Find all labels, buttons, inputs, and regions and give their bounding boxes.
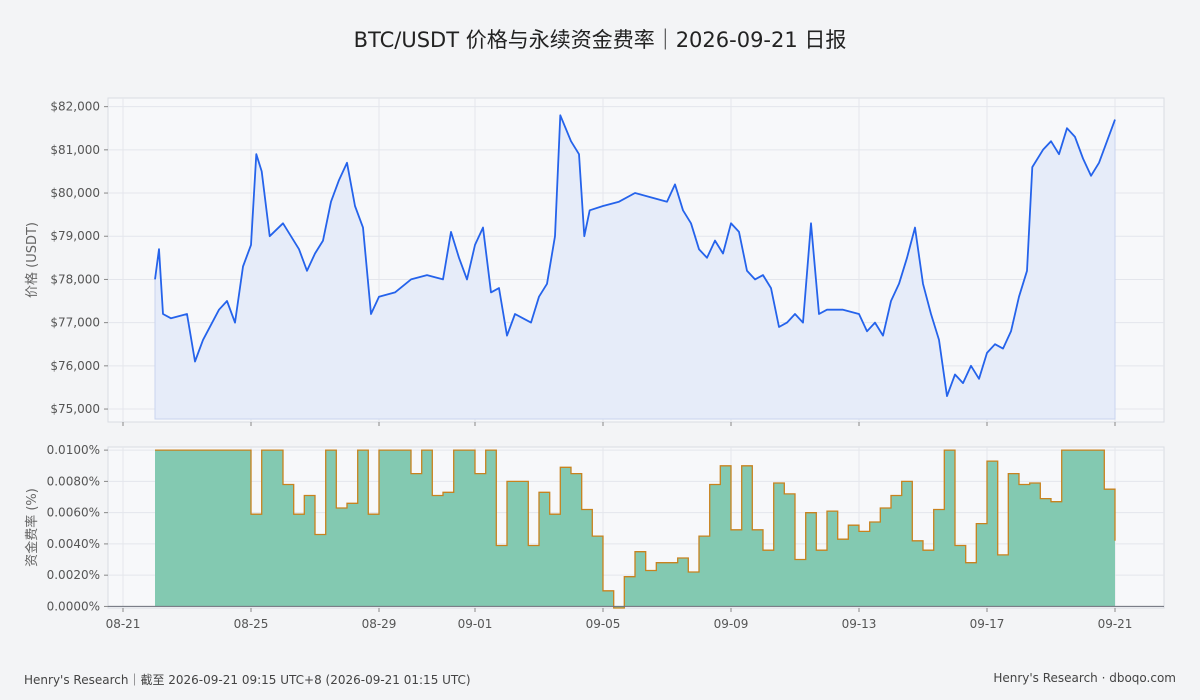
funding-y-tick-label-2: 0.0040% [47,537,100,551]
price-panel: $75,000 $76,000 $77,000 $78,000 $79,000 $80,0… [24,97,1165,426]
funding-panel: 0.0000% 0.0020% 0.0040% 0.0060% 0.0080% 0.010… [24,443,1165,631]
funding-y-tick-label-0: 0.0000% [47,599,100,613]
price-y-tick-label-80000: $80,000 [50,186,100,200]
price-y-tick-label-81000: $81,000 [50,143,100,157]
price-y-tick-label-76000: $76,000 [50,359,100,373]
x-tick-label-09-01: 09-01 [458,617,493,631]
x-tick-label-09-09: 09-09 [714,617,749,631]
price-x-tick-marks [122,422,1116,426]
price-y-tick-label-79000: $79,000 [50,229,100,243]
footer-brand: Henry's Research · dboqo.com [993,671,1176,685]
x-tick-label-09-13: 09-13 [842,617,877,631]
price-y-axis-label: 价格 (USDT) [24,222,40,298]
funding-x-ticks: 08-21 08-25 08-29 09-01 09-05 09-09 09-13 09-17… [106,608,1133,631]
price-y-tick-label-77000: $77,000 [50,316,100,330]
x-tick-label-09-05: 09-05 [586,617,621,631]
x-tick-label-08-25: 08-25 [234,617,269,631]
funding-y-axis-label: 资金费率 (%) [24,488,40,567]
price-y-ticks: $75,000 $76,000 $77,000 $78,000 $79,000 $80,0… [50,100,108,416]
funding-y-ticks: 0.0000% 0.0020% 0.0040% 0.0060% 0.0080% 0.010… [47,443,108,613]
x-tick-label-08-21: 08-21 [106,617,141,631]
x-tick-label-09-17: 09-17 [970,617,1005,631]
funding-y-tick-label-4: 0.0080% [47,474,100,488]
price-line [154,114,1116,397]
footer-source: Henry's Research｜截至 2026-09-21 09:15 UTC… [24,673,471,687]
price-y-tick-label-82000: $82,000 [50,100,100,114]
x-tick-label-09-21: 09-21 [1098,617,1133,631]
funding-area-fill [155,450,1115,608]
funding-step-line [155,449,1116,609]
funding-y-tick-label-3: 0.0060% [47,506,100,520]
funding-y-tick-label-1: 0.0020% [47,568,100,582]
funding-y-tick-label-5: 0.0100% [47,443,100,457]
price-y-tick-label-78000: $78,000 [50,272,100,286]
x-tick-label-08-29: 08-29 [362,617,397,631]
chart-title: BTC/USDT 价格与永续资金费率｜2026-09-21 日报 [353,28,847,52]
price-y-tick-label-75000: $75,000 [50,402,100,416]
